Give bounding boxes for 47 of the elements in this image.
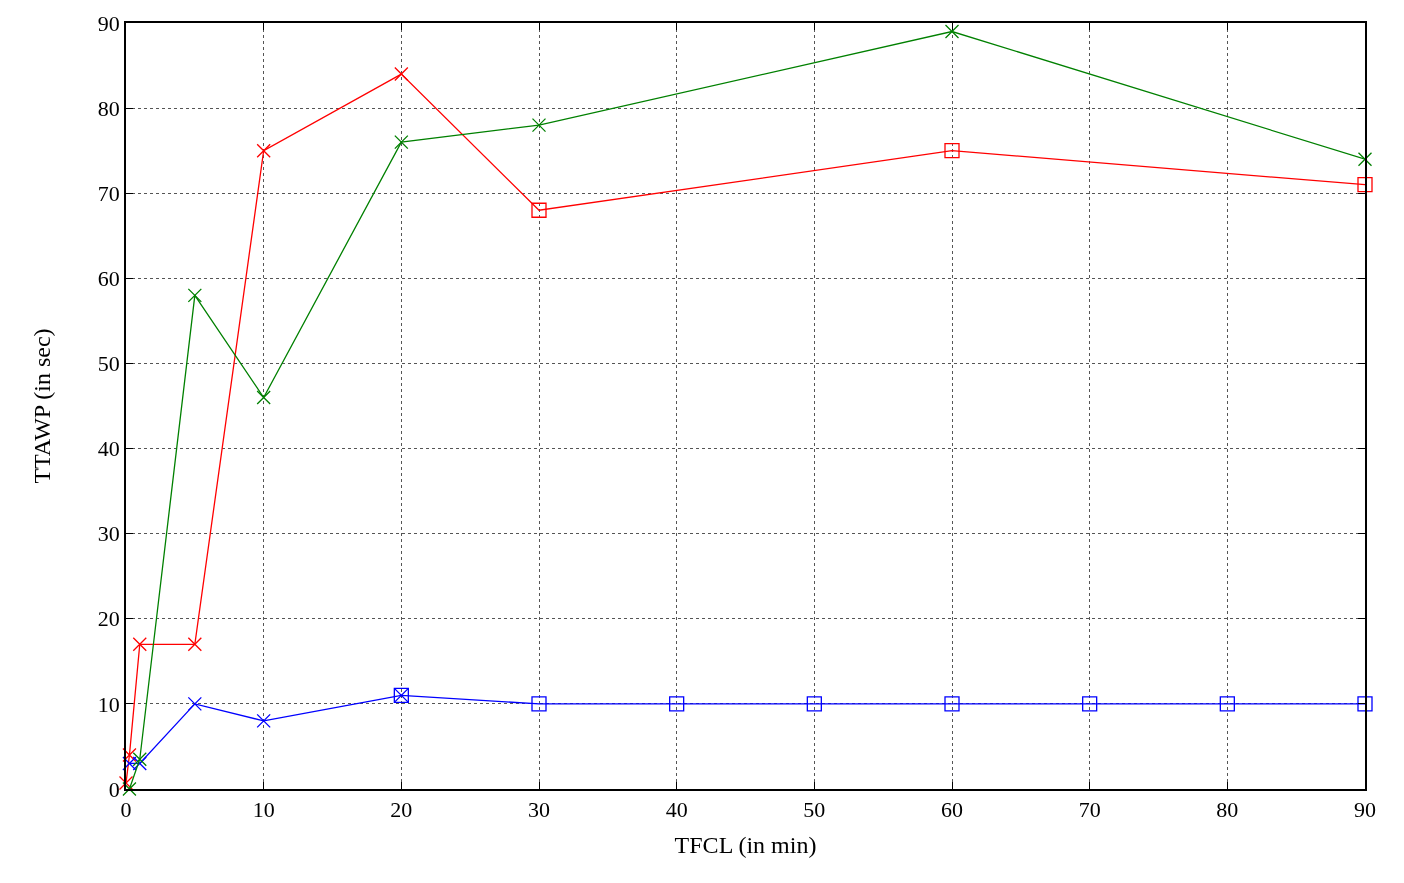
point bbox=[394, 135, 409, 150]
x-tick-label: 50 bbox=[803, 797, 826, 823]
point bbox=[944, 696, 960, 712]
point bbox=[1357, 152, 1373, 167]
point bbox=[256, 713, 271, 729]
y-tick-label: 20 bbox=[97, 606, 120, 632]
x-tick-label: 70 bbox=[1078, 797, 1101, 823]
x-tick-label: 90 bbox=[1354, 797, 1376, 823]
y-axis-title: TTAWP (in sec) bbox=[29, 328, 56, 484]
y-tick-label: 10 bbox=[97, 691, 120, 717]
point bbox=[122, 747, 137, 763]
point bbox=[187, 637, 202, 652]
x-tick-label: 60 bbox=[941, 797, 963, 823]
x-tick-label: 80 bbox=[1216, 797, 1239, 823]
point bbox=[669, 696, 685, 712]
point bbox=[256, 390, 271, 405]
point bbox=[122, 781, 137, 797]
point bbox=[1357, 696, 1373, 712]
x-axis-title: TFCL (in min) bbox=[674, 831, 817, 858]
point bbox=[531, 696, 547, 712]
y-tick-label: 40 bbox=[97, 436, 120, 462]
point bbox=[806, 696, 822, 712]
point bbox=[1357, 177, 1373, 193]
x-tick-label: 30 bbox=[528, 797, 550, 823]
y-tick-label: 0 bbox=[108, 776, 120, 802]
point bbox=[394, 66, 409, 82]
point bbox=[132, 752, 147, 767]
y-tick-label: 90 bbox=[97, 10, 120, 36]
point bbox=[118, 775, 134, 791]
y-tick-label: 50 bbox=[97, 351, 120, 377]
point bbox=[1219, 696, 1235, 712]
point bbox=[256, 143, 271, 158]
y-tick-label: 30 bbox=[97, 521, 120, 547]
point bbox=[531, 117, 547, 133]
point bbox=[944, 24, 960, 39]
point bbox=[132, 637, 147, 652]
point bbox=[187, 288, 202, 303]
y-tick-label: 80 bbox=[97, 95, 120, 121]
x-tick-label: 20 bbox=[390, 797, 413, 823]
point bbox=[187, 696, 202, 712]
y-tick-label: 70 bbox=[97, 180, 120, 206]
point bbox=[1082, 696, 1098, 712]
point bbox=[944, 143, 960, 159]
x-tick-label: 40 bbox=[665, 797, 688, 823]
y-tick-label: 60 bbox=[97, 266, 120, 292]
x-tick-label: 10 bbox=[252, 797, 275, 823]
point bbox=[531, 202, 547, 218]
